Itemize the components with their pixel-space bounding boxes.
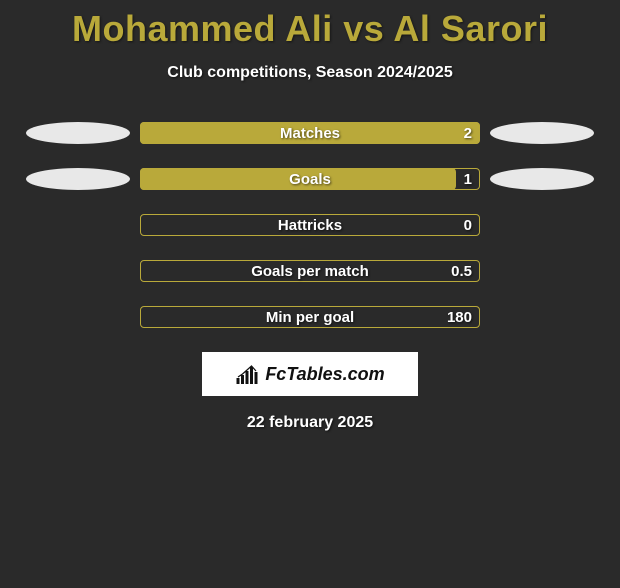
stat-bar: Goals per match0.5 <box>140 260 480 282</box>
left-ellipse <box>26 214 130 236</box>
page-title: Mohammed Ali vs Al Sarori <box>0 8 620 50</box>
stat-row: Hattricks0 <box>0 214 620 236</box>
stat-label: Goals per match <box>140 260 480 282</box>
stat-bar: Matches2 <box>140 122 480 144</box>
stat-row: Goals1 <box>0 168 620 190</box>
brand-text: FcTables.com <box>265 364 384 385</box>
stat-value: 0 <box>464 214 472 236</box>
left-ellipse <box>26 260 130 282</box>
stat-value: 180 <box>447 306 472 328</box>
right-ellipse <box>490 306 594 328</box>
stat-label: Goals <box>140 168 480 190</box>
stat-row: Min per goal180 <box>0 306 620 328</box>
left-ellipse <box>26 168 130 190</box>
left-ellipse <box>26 306 130 328</box>
stat-label: Hattricks <box>140 214 480 236</box>
date-text: 22 february 2025 <box>0 414 620 432</box>
stat-value: 2 <box>464 122 472 144</box>
stat-rows-container: Matches2Goals1Hattricks0Goals per match0… <box>0 122 620 328</box>
stat-row: Matches2 <box>0 122 620 144</box>
stat-label: Min per goal <box>140 306 480 328</box>
right-ellipse <box>490 122 594 144</box>
subtitle: Club competitions, Season 2024/2025 <box>0 64 620 82</box>
brand-chart-icon <box>235 364 259 384</box>
left-ellipse <box>26 122 130 144</box>
stat-bar: Hattricks0 <box>140 214 480 236</box>
stat-value: 1 <box>464 168 472 190</box>
right-ellipse <box>490 168 594 190</box>
right-ellipse <box>490 260 594 282</box>
stat-bar: Goals1 <box>140 168 480 190</box>
stat-label: Matches <box>140 122 480 144</box>
brand-box: FcTables.com <box>202 352 418 396</box>
stat-value: 0.5 <box>451 260 472 282</box>
right-ellipse <box>490 214 594 236</box>
stat-row: Goals per match0.5 <box>0 260 620 282</box>
stat-bar: Min per goal180 <box>140 306 480 328</box>
